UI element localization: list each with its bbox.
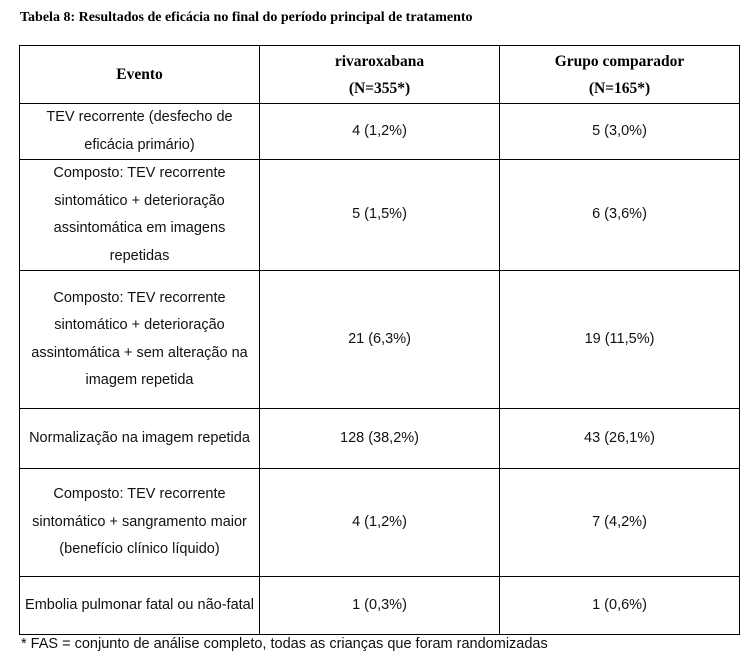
column-header-rivaroxabana: rivaroxabana (N=355*) bbox=[259, 45, 500, 104]
table-row: Composto: TEV recorrente sintomático + d… bbox=[19, 159, 740, 271]
table-footnote: * FAS = conjunto de análise completo, to… bbox=[21, 636, 548, 652]
comparador-value-cell: 1 (0,6%) bbox=[499, 576, 740, 635]
table-row: Composto: TEV recorrente sintomático + s… bbox=[19, 468, 740, 577]
rivaroxabana-value-cell: 5 (1,5%) bbox=[259, 159, 500, 271]
column-header-evento: Evento bbox=[19, 45, 260, 104]
event-cell: TEV recorrente (desfecho de eficácia pri… bbox=[19, 103, 260, 160]
event-cell: Composto: TEV recorrente sintomático + d… bbox=[19, 270, 260, 409]
column-header-comparador: Grupo comparador (N=165*) bbox=[499, 45, 740, 104]
event-cell: Composto: TEV recorrente sintomático + d… bbox=[19, 159, 260, 271]
comparador-value-cell: 6 (3,6%) bbox=[499, 159, 740, 271]
rivaroxabana-header-name: rivaroxabana bbox=[334, 52, 425, 70]
comparador-value-cell: 7 (4,2%) bbox=[499, 468, 740, 577]
event-cell: Composto: TEV recorrente sintomático + s… bbox=[19, 468, 260, 577]
rivaroxabana-value-cell: 21 (6,3%) bbox=[259, 270, 500, 409]
rivaroxabana-value-cell: 1 (0,3%) bbox=[259, 576, 500, 635]
comparador-header-n: (N=165*) bbox=[588, 79, 651, 97]
table-row: Composto: TEV recorrente sintomático + d… bbox=[19, 270, 740, 409]
rivaroxabana-value-cell: 128 (38,2%) bbox=[259, 408, 500, 469]
comparador-value-cell: 5 (3,0%) bbox=[499, 103, 740, 160]
comparador-header-name: Grupo comparador bbox=[554, 52, 685, 70]
comparador-value-cell: 19 (11,5%) bbox=[499, 270, 740, 409]
comparador-value-cell: 43 (26,1%) bbox=[499, 408, 740, 469]
rivaroxabana-value-cell: 4 (1,2%) bbox=[259, 468, 500, 577]
rivaroxabana-header-n: (N=355*) bbox=[348, 79, 411, 97]
table-row: TEV recorrente (desfecho de eficácia pri… bbox=[19, 103, 740, 160]
table-caption: Tabela 8: Resultados de eficácia no fina… bbox=[20, 10, 473, 25]
rivaroxabana-value-cell: 4 (1,2%) bbox=[259, 103, 500, 160]
table-row: Embolia pulmonar fatal ou não-fatal 1 (0… bbox=[19, 576, 740, 635]
event-cell: Normalização na imagem repetida bbox=[19, 408, 260, 469]
table-row: Normalização na imagem repetida 128 (38,… bbox=[19, 408, 740, 469]
table-header-row: Evento rivaroxabana (N=355*) Grupo compa… bbox=[19, 45, 740, 104]
efficacy-results-table: Evento rivaroxabana (N=355*) Grupo compa… bbox=[19, 45, 740, 635]
event-cell: Embolia pulmonar fatal ou não-fatal bbox=[19, 576, 260, 635]
